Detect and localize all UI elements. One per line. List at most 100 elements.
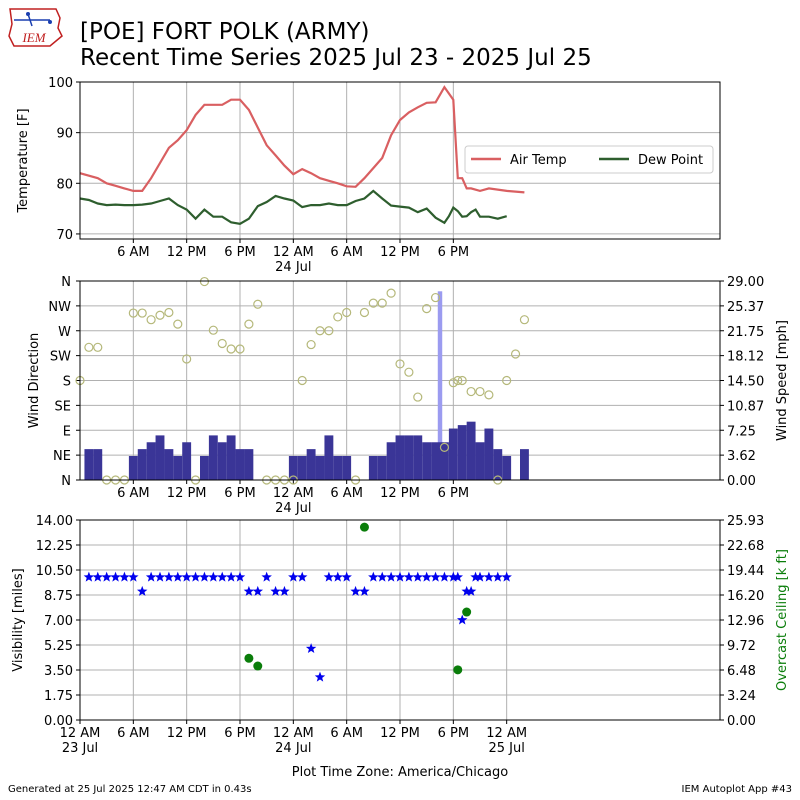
wind-xtick-sublabel: 24 Jul — [275, 501, 311, 516]
ceiling-point — [253, 661, 263, 671]
legend-label: Dew Point — [638, 153, 703, 168]
ceiling-ytick-label: 9.72 — [727, 639, 756, 654]
vis-ytick-label: 12.25 — [36, 539, 73, 554]
wind-speed-bar — [502, 455, 512, 480]
wind-speed-bar — [315, 455, 325, 480]
wind-dir-point — [386, 288, 396, 298]
wind-speed-bar — [244, 449, 254, 480]
visibility-point — [501, 571, 512, 582]
wind-speed-bar — [182, 442, 192, 480]
temp-xtick-label: 6 PM — [224, 245, 255, 260]
ceiling-point — [453, 665, 463, 675]
wind-dir-tick-label: SE — [55, 399, 71, 414]
wind-speed-bar — [377, 455, 387, 480]
vis-ytick-label: 10.50 — [36, 564, 73, 579]
wind-speed-bar — [404, 435, 414, 480]
wind-speed-tick-label: 25.37 — [727, 300, 764, 315]
wind-dir-point — [395, 359, 405, 369]
wind-speed-bar — [333, 455, 343, 480]
vis-ytick-label: 1.75 — [44, 689, 73, 704]
temp-xtick-label: 6 AM — [330, 245, 363, 260]
wind-speed-bar — [226, 435, 236, 480]
wind-speed-bar — [217, 442, 227, 480]
temp-ytick-label: 80 — [56, 177, 73, 192]
ceiling-ytick-label: 3.24 — [727, 689, 756, 704]
vis-xtick-sublabel: 25 Jul — [488, 741, 524, 756]
vis-ytick-label: 14.00 — [36, 514, 73, 529]
ceiling-point — [462, 607, 472, 617]
ceiling-ytick-label: 0.00 — [727, 714, 756, 729]
temp-xtick-sublabel: 24 Jul — [275, 260, 311, 275]
wind-dir-point — [377, 298, 387, 308]
wind-dir-point — [484, 390, 494, 400]
wind-xtick-label: 12 PM — [380, 486, 420, 501]
app-note: IEM Autoplot App #43 — [681, 784, 792, 795]
visibility-point — [305, 643, 317, 654]
chart-subtitle: Recent Time Series 2025 Jul 23 - 2025 Ju… — [80, 45, 592, 71]
wind-speed-bar — [297, 455, 307, 480]
temp-ytick-label: 70 — [56, 228, 73, 243]
visibility-point — [128, 571, 139, 582]
wind-speed-bar — [493, 449, 503, 480]
ceiling-point — [244, 653, 254, 663]
visibility-point — [439, 571, 450, 582]
wind-dir-point — [439, 442, 450, 452]
visibility-point — [288, 571, 299, 582]
wind-dir-point — [208, 325, 218, 335]
generated-note: Generated at 25 Jul 2025 12:47 AM CDT in… — [8, 784, 252, 795]
wind-speed-bar — [173, 455, 183, 480]
wind-dir-point — [324, 326, 334, 336]
vis-xtick-label: 6 PM — [438, 726, 469, 741]
wind-speed-tick-label: 7.25 — [727, 424, 756, 439]
wind-speed-bar — [520, 449, 529, 480]
wind-dir-point — [217, 338, 227, 349]
wind-dir-point — [333, 312, 343, 322]
wind-dir-point — [359, 307, 370, 318]
wind-dir-point — [453, 375, 463, 386]
plot-frame-1 — [79, 81, 721, 240]
wind-dir-tick-label: W — [58, 325, 71, 340]
temp-xtick-label: 12 PM — [167, 245, 207, 260]
vis-xlabel: Plot Time Zone: America/Chicago — [292, 765, 508, 780]
wind-dir-point — [84, 342, 94, 352]
ceiling-ylabel: Overcast Ceiling [k ft] — [775, 549, 790, 691]
visibility-point — [101, 571, 112, 582]
wind-dir-tick-label: N — [61, 474, 71, 489]
chart-title: [POE] FORT POLK (ARMY) — [80, 19, 370, 45]
wind-speed-tick-label: 0.00 — [727, 474, 756, 489]
wind-speed-tick-label: 10.87 — [727, 399, 764, 414]
visibility-point — [145, 571, 157, 582]
wind-xtick-label: 12 PM — [167, 486, 207, 501]
visibility-point — [492, 571, 504, 582]
wind-dir-point — [226, 344, 236, 354]
visibility-point — [279, 585, 290, 596]
visibility-point — [190, 571, 201, 582]
wind-dir-point — [342, 307, 352, 318]
ceiling-ytick-label: 22.68 — [727, 539, 764, 554]
wind-speed-bar — [200, 455, 209, 480]
visibility-point — [323, 571, 335, 582]
wind-speed-tick-label: 14.50 — [727, 375, 764, 390]
wind-dir-point — [404, 367, 414, 377]
wind-dir-tick-label: S — [63, 375, 71, 390]
visibility-point — [234, 571, 246, 582]
dew-point-line — [79, 189, 507, 225]
visibility-point — [448, 571, 459, 582]
wind-speed-bar — [386, 442, 396, 480]
vis-ytick-label: 0.00 — [44, 714, 73, 729]
visibility-point — [470, 571, 481, 582]
visibility-point — [243, 585, 255, 596]
visibility-point — [110, 571, 121, 582]
ceiling-ytick-label: 16.20 — [727, 589, 764, 604]
visibility-point — [252, 585, 264, 596]
wind-dir-tick-label: NE — [53, 449, 71, 464]
wind-dir-point — [448, 378, 458, 388]
vis-ytick-label: 3.50 — [44, 664, 73, 679]
wind-dir-point — [502, 375, 512, 386]
wind-dir-tick-label: E — [63, 424, 71, 439]
wind-speed-bar — [84, 449, 94, 480]
visibility-point — [483, 571, 495, 582]
vis-xtick-label: 12 AM — [486, 726, 527, 741]
wind-speed-bar — [146, 442, 156, 480]
